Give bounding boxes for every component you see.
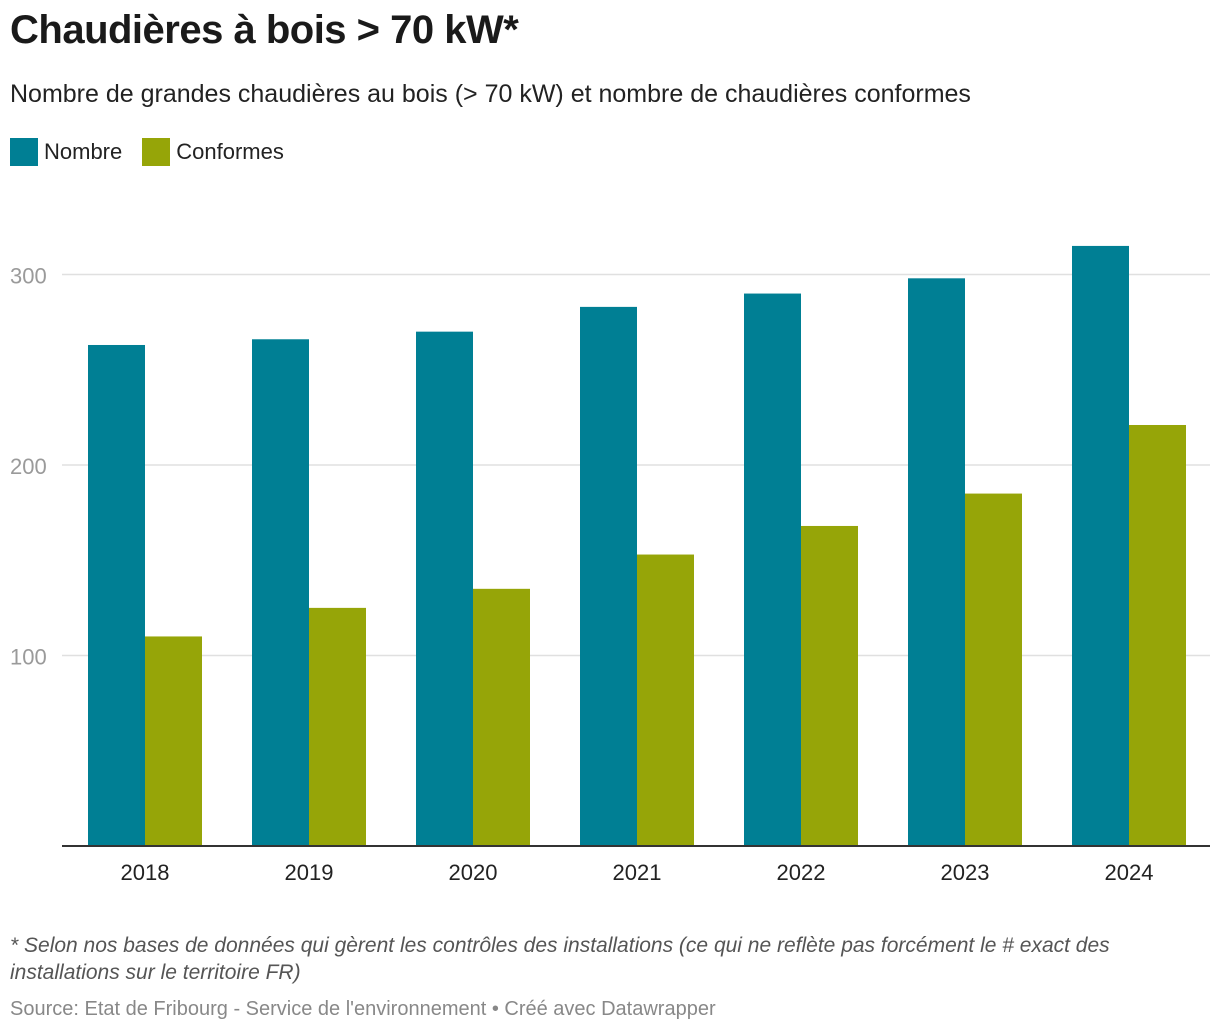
legend-label-conformes: Conformes	[176, 139, 284, 164]
bar-nombre-2023	[908, 278, 965, 846]
bar-nombre-2019	[252, 339, 309, 846]
y-tick-label-300: 300	[10, 264, 47, 289]
x-tick-label-2018: 2018	[121, 860, 170, 885]
bar-nombre-2020	[416, 331, 473, 846]
legend-item-nombre: Nombre	[10, 138, 122, 166]
legend-swatch-nombre	[10, 138, 38, 166]
bar-conformes-2022	[801, 525, 858, 846]
x-tick-label-2021: 2021	[613, 860, 662, 885]
source-line: Source: Etat de Fribourg - Service de l'…	[10, 998, 716, 1020]
footnote: * Selon nos bases de données qui gèrent …	[10, 934, 1110, 984]
x-tick-label-2020: 2020	[449, 860, 498, 885]
bar-nombre-2018	[88, 344, 145, 846]
bar-conformes-2021	[637, 554, 694, 846]
bar-nombre-2022	[744, 293, 801, 846]
bar-chart: 100 200 300 2018 2019 2020 2021 2022 2023 2024	[10, 245, 1210, 885]
bar-conformes-2019	[309, 607, 366, 846]
legend: Nombre Conformes	[10, 138, 304, 166]
y-tick-label-200: 200	[10, 454, 47, 479]
x-tick-label-2024: 2024	[1105, 860, 1154, 885]
x-tick-label-2022: 2022	[777, 860, 826, 885]
chart-title: Chaudières à bois > 70 kW*	[10, 8, 519, 52]
legend-label-nombre: Nombre	[44, 139, 123, 164]
bar-conformes-2023	[965, 493, 1022, 846]
bar-conformes-2018	[145, 636, 202, 846]
bar-nombre-2021	[580, 306, 637, 846]
bar-nombre-2024	[1072, 245, 1129, 847]
chart-subtitle: Nombre de grandes chaudières au bois (> …	[10, 80, 971, 108]
bar-conformes-2024	[1129, 424, 1186, 846]
bar-conformes-2020	[473, 588, 530, 846]
legend-swatch-conformes	[142, 138, 171, 166]
x-tick-label-2023: 2023	[941, 860, 990, 885]
legend-item-conformes: Conformes	[142, 138, 284, 166]
y-tick-label-100: 100	[10, 645, 47, 670]
x-tick-label-2019: 2019	[285, 860, 334, 885]
